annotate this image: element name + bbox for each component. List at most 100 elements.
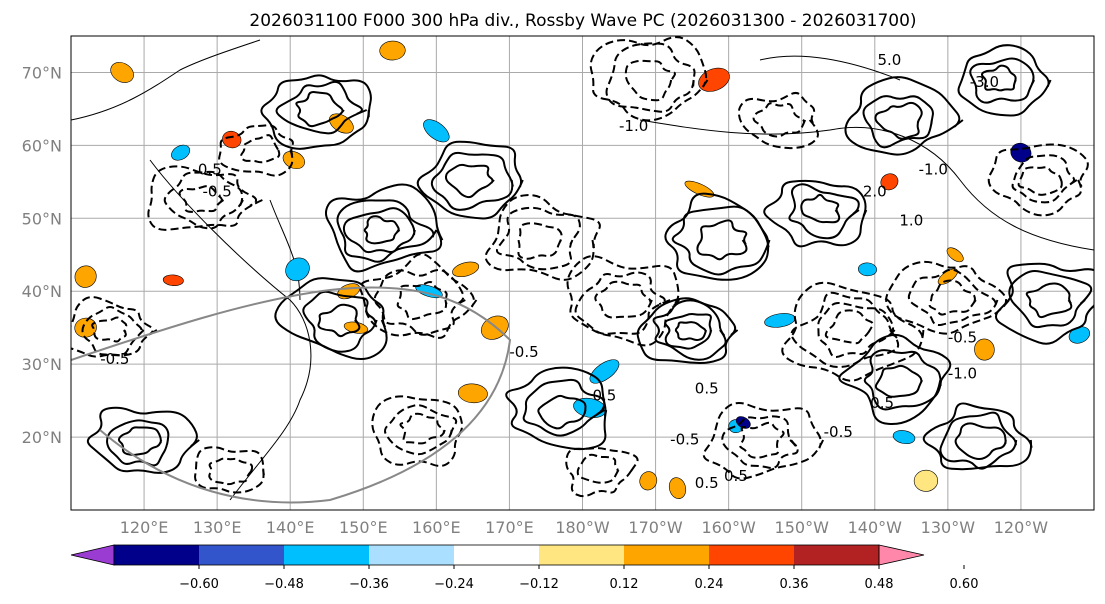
negative-contour <box>576 453 620 484</box>
contour-label: -1.0 <box>919 161 948 179</box>
negative-contour <box>737 91 819 150</box>
colorbar-tick-label: 0.60 <box>950 577 979 592</box>
colorbar-segment <box>114 545 199 565</box>
negative-contour <box>147 165 263 231</box>
contour-label: 0.5 <box>870 394 894 412</box>
negative-contour <box>359 253 478 339</box>
lon-tick-label: 160°W <box>701 518 756 537</box>
negative-contour <box>566 255 680 347</box>
colorbar-segment <box>709 545 794 565</box>
negative-contour <box>1011 154 1078 204</box>
positive-contour <box>957 44 1052 117</box>
contour-label: -1.0 <box>619 117 648 135</box>
positive-contour <box>522 378 606 437</box>
positive-contour <box>317 303 361 338</box>
positive-contour <box>260 74 372 150</box>
contour-label: -1.0 <box>948 365 977 383</box>
negative-contour <box>373 268 466 336</box>
positive-contour <box>664 313 713 350</box>
lon-tick-label: 150°E <box>339 518 388 537</box>
coastlines <box>71 39 1094 501</box>
positive-contour <box>954 422 1007 461</box>
contour-labels: -0.5 -0.5 -0.5 -0.5 -0.5 -0.5 -1.0 -1.0 -1.0 -3.0… <box>100 51 999 492</box>
colorbar: −0.60 −0.48 −0.36 −0.24 −0.12 0.12 0.24 0.36 0.4… <box>70 544 979 592</box>
positive-contour <box>86 406 200 474</box>
colorbar-tick-label: 0.12 <box>610 577 639 592</box>
positive-contour <box>363 215 401 245</box>
divergence-patch <box>379 40 406 61</box>
contour-label: -0.5 <box>670 430 699 448</box>
negative-contour <box>194 446 265 494</box>
positive-contour <box>324 183 444 273</box>
colorbar-segment <box>284 545 369 565</box>
positive-contour <box>939 411 1018 470</box>
positive-contour <box>922 402 1033 471</box>
divergence-patch <box>892 430 916 445</box>
contour-label: 0.5 <box>592 387 616 405</box>
negative-contour <box>907 268 999 327</box>
positive-contour <box>674 321 708 342</box>
positive-contour <box>696 219 748 261</box>
graticule <box>71 36 1094 510</box>
positive-contour <box>763 179 868 248</box>
map-frame <box>70 35 1095 511</box>
coastline <box>639 119 1094 251</box>
negative-contour <box>208 457 254 486</box>
colorbar-tick-label: −0.60 <box>179 577 219 592</box>
colorbar-segment <box>454 545 539 565</box>
contour-label: 5.0 <box>877 51 901 69</box>
coastline <box>759 55 901 81</box>
positive-contour <box>874 364 924 398</box>
negative-contour <box>824 309 874 345</box>
negative-contour <box>589 36 709 122</box>
negative-contour <box>565 447 639 498</box>
positive-contour <box>275 80 368 135</box>
negative-contour <box>790 291 900 369</box>
divergence-patch <box>913 469 939 492</box>
positive-contour <box>652 299 727 361</box>
colorbar-tick-label: 0.36 <box>780 577 809 592</box>
lon-tick-label: 160°E <box>412 518 461 537</box>
colorbar-segment <box>539 545 624 565</box>
lat-tick-label: 30°N <box>22 355 62 374</box>
divergence-patch <box>858 262 877 277</box>
positive-contour <box>862 95 934 149</box>
divergence-patch <box>110 62 134 83</box>
colorbar-extend-low <box>70 544 115 566</box>
negative-contour <box>752 102 807 138</box>
map-area: -0.5 -0.5 -0.5 -0.5 -0.5 -0.5 -1.0 -1.0 -1.0 -3.0… <box>70 35 1095 511</box>
lat-tick-label: 20°N <box>22 428 62 447</box>
divergence-patch <box>222 130 242 149</box>
negative-contour <box>91 316 128 343</box>
positive-contour <box>537 394 587 430</box>
negative-contour <box>484 194 601 281</box>
contour-label: -3.0 <box>970 73 999 91</box>
colorbar-tick-label: −0.48 <box>264 577 304 592</box>
positive-contour <box>336 199 438 263</box>
lon-tick-label: 170°W <box>628 518 683 537</box>
negative-contour <box>163 170 244 230</box>
divergence-patch <box>880 173 899 191</box>
colorbar-segment <box>794 545 879 565</box>
longitude-labels: 120°E 130°E 140°E 150°E 160°E 170°E 180°W 170°W… <box>120 518 1049 537</box>
positive-contour <box>1008 270 1093 329</box>
positive-contour <box>874 101 923 140</box>
colorbar-extend-high <box>878 544 925 566</box>
colorbar-tick-label: 0.48 <box>865 577 894 592</box>
negative-contour <box>178 185 225 213</box>
contour-label: -0.5 <box>100 350 129 368</box>
divergence-patch <box>171 144 191 161</box>
positive-contour <box>117 426 163 456</box>
contour-label: 0.5 <box>695 379 719 397</box>
colorbar-segment <box>369 545 454 565</box>
positive-contour <box>295 91 345 128</box>
coastline <box>149 159 312 501</box>
lat-tick-label: 40°N <box>22 282 62 301</box>
lat-tick-label: 70°N <box>22 63 62 82</box>
divergence-patch <box>74 317 97 338</box>
negative-contour <box>605 42 696 113</box>
contour-label: 0.5 <box>724 467 748 485</box>
positive-contour <box>788 183 860 240</box>
colorbar-segment <box>624 545 709 565</box>
negative-contour <box>240 134 281 164</box>
